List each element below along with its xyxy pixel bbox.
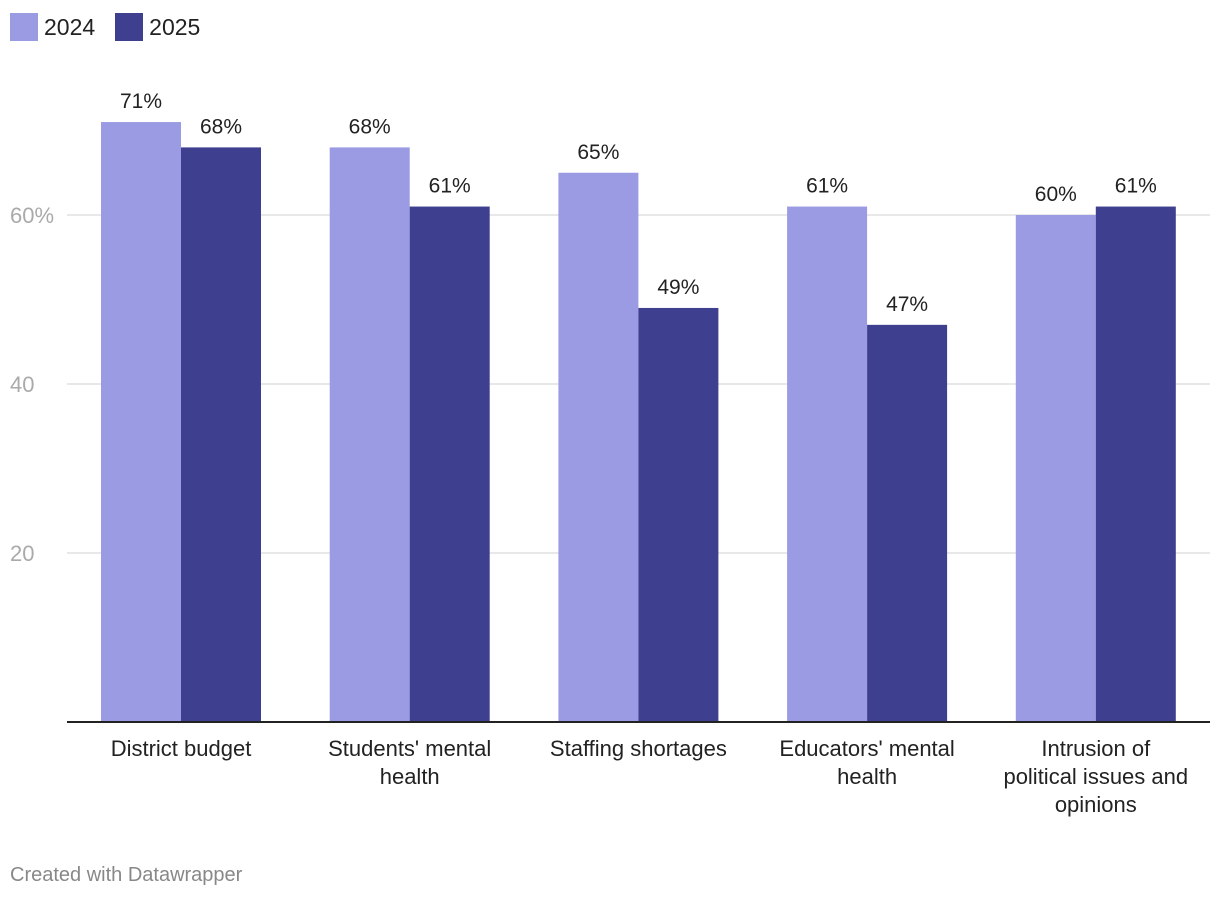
- value-label-2025-4: 61%: [1115, 175, 1157, 198]
- y-tick-label-40: 40: [10, 372, 34, 397]
- bar-2024-1: [329, 147, 410, 722]
- x-tick-label-0-0: District budget: [111, 736, 252, 761]
- value-label-2025-1: 61%: [429, 175, 471, 198]
- value-label-2024-1: 68%: [349, 115, 391, 138]
- legend-item-2024: 2024: [10, 13, 95, 41]
- x-tick-label-1-1: health: [380, 764, 440, 789]
- bar-2025-2: [638, 307, 719, 722]
- value-label-2025-2: 49%: [657, 276, 699, 299]
- x-tick-label-1-0: Students' mental: [328, 736, 491, 761]
- bar-2024-0: [101, 122, 181, 723]
- footer-credit: Created with Datawrapper: [10, 864, 243, 886]
- x-tick-label-3-0: Educators' mental: [779, 736, 954, 761]
- x-tick-label-3-1: health: [837, 764, 897, 789]
- bar-2025-1: [409, 206, 490, 723]
- x-tick-label-4-0: Intrusion of: [1041, 736, 1151, 761]
- bar-2025-0: [181, 147, 261, 722]
- value-label-2024-2: 65%: [577, 141, 619, 164]
- value-label-2024-0: 71%: [120, 90, 162, 113]
- y-tick-label-20: 20: [10, 541, 34, 566]
- bar-2024-2: [558, 172, 639, 722]
- bar-2025-4: [1095, 206, 1176, 723]
- x-tick-label-2-0: Staffing shortages: [550, 736, 727, 761]
- value-label-2024-3: 61%: [806, 175, 848, 198]
- bar-2025-3: [867, 324, 948, 722]
- value-label-2025-0: 68%: [200, 115, 242, 138]
- legend-label-2024: 2024: [44, 13, 96, 40]
- legend-swatch-2025: [115, 13, 144, 41]
- y-tick-label-60: 60%: [10, 203, 54, 228]
- legend-item-2025: 2025: [115, 13, 200, 41]
- value-label-2024-4: 60%: [1035, 183, 1077, 206]
- x-tick-label-4-2: opinions: [1055, 792, 1137, 817]
- value-label-2025-3: 47%: [886, 293, 928, 316]
- bar-2024-3: [787, 206, 868, 723]
- bar-2024-4: [1015, 215, 1096, 722]
- x-tick-label-4-1: political issues and: [1003, 764, 1188, 789]
- legend-label-2025: 2025: [149, 13, 201, 40]
- chart-legend: 2024 2025: [10, 13, 220, 41]
- legend-swatch-2024: [10, 13, 38, 41]
